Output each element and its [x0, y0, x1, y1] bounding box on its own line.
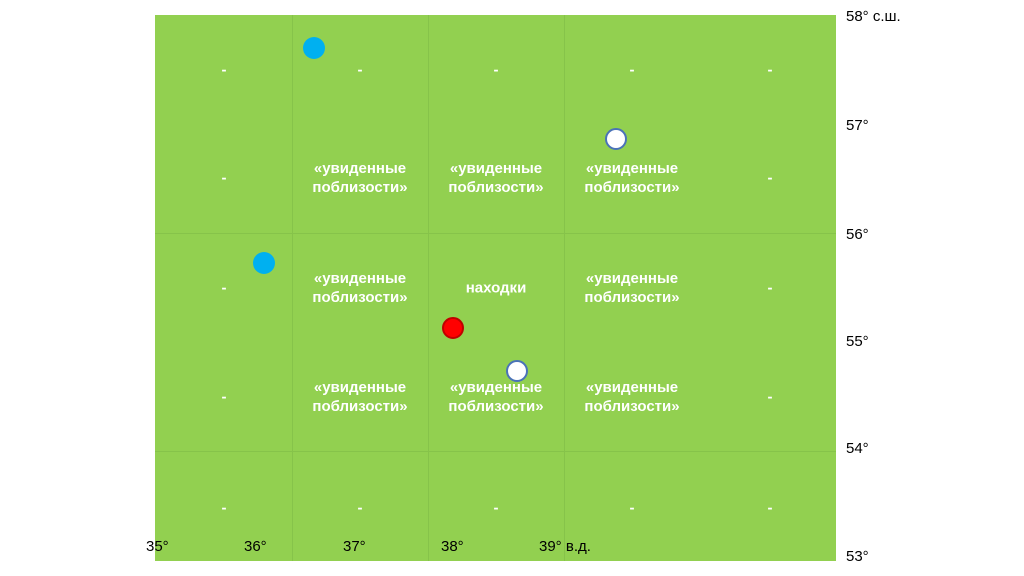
cell-label: - [357, 499, 363, 517]
cell-label: - [767, 61, 773, 79]
cell-label: - [221, 388, 227, 406]
cell-label: «увиденные поблизости» [584, 379, 680, 415]
cell-label: находки [465, 279, 527, 297]
latitude-label-53: 53° [846, 548, 869, 565]
latitude-label-54: 54° [846, 440, 869, 457]
cell-label: - [221, 61, 227, 79]
map-area: - - - - - - «увиденные поблизости» «увиденные п… [155, 15, 836, 561]
cell-label: - [629, 61, 635, 79]
cell-label: - [629, 499, 635, 517]
white-marker[interactable] [506, 359, 529, 382]
latitude-label-57: 57° [846, 117, 869, 134]
cell-label: «увиденные поблизости» [448, 160, 544, 196]
cell-label: «увиденные поблизости» [312, 160, 408, 196]
cell-label: - [767, 279, 773, 297]
grid-line-vertical [428, 15, 429, 561]
cell-label: - [221, 279, 227, 297]
cell-label: - [357, 61, 363, 79]
latitude-label-58: 58° с.ш. [846, 8, 901, 25]
longitude-label-36: 36° [244, 538, 267, 555]
cell-label: «увиденные поблизости» [584, 160, 680, 196]
longitude-label-39: 39° в.д. [539, 538, 591, 555]
cell-label: «увиденные поблизости» [448, 379, 544, 415]
cell-label: «увиденные поблизости» [312, 379, 408, 415]
blue-marker[interactable] [253, 252, 276, 275]
grid-line-vertical [564, 15, 565, 561]
blue-marker[interactable] [302, 36, 325, 59]
latitude-label-56: 56° [846, 226, 869, 243]
grid-line-horizontal [155, 233, 836, 234]
longitude-label-37: 37° [343, 538, 366, 555]
cell-label: - [221, 169, 227, 187]
red-marker[interactable] [441, 316, 464, 339]
cell-label: - [767, 388, 773, 406]
cell-label: - [221, 499, 227, 517]
cell-label: - [493, 499, 499, 517]
longitude-label-35: 35° [146, 538, 169, 555]
latitude-label-55: 55° [846, 333, 869, 350]
grid-line-vertical [292, 15, 293, 561]
white-marker[interactable] [605, 128, 628, 151]
longitude-label-38: 38° [441, 538, 464, 555]
cell-label: «увиденные поблизости» [312, 270, 408, 306]
cell-label: - [767, 499, 773, 517]
cell-label: «увиденные поблизости» [584, 270, 680, 306]
cell-label: - [493, 61, 499, 79]
grid-line-horizontal [155, 451, 836, 452]
cell-label: - [767, 169, 773, 187]
